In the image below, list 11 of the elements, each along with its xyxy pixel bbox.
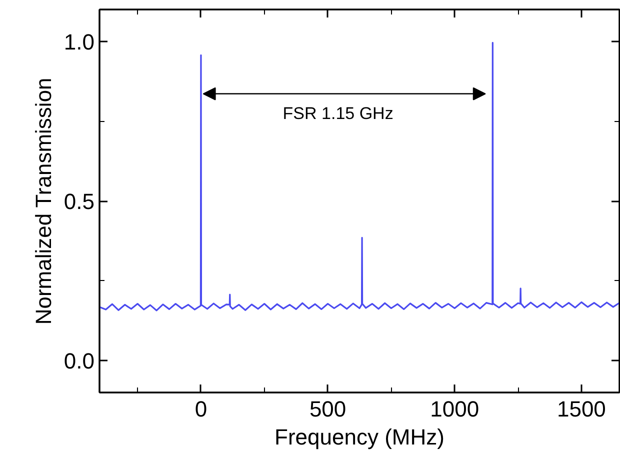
annotation: FSR 1.15 GHz	[282, 104, 394, 123]
y-axis-title: Normalized Transmission	[30, 78, 56, 325]
x-tick-label: 1500	[556, 396, 606, 422]
x-tick-label: 0	[194, 396, 208, 422]
y-tick-label: 1.0	[64, 29, 95, 54]
x-tick-label: 500	[309, 396, 346, 422]
y-tick-label: 0.5	[64, 189, 95, 214]
y-tick-label: 0.0	[64, 348, 95, 374]
x-tick-label: 1000	[430, 396, 480, 422]
line-series	[100, 42, 620, 312]
x-axis-title: Frequency (MHz)	[274, 424, 444, 450]
